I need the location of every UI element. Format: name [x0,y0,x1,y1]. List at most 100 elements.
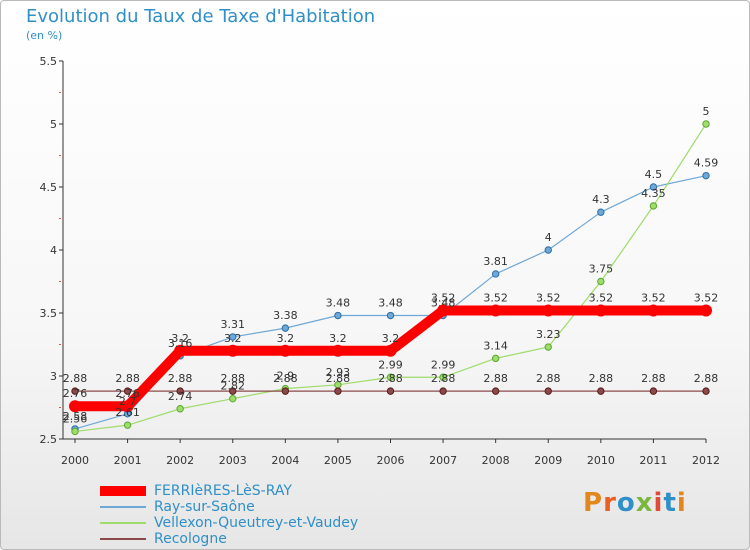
data-label-ferrieres: 3.2 [171,332,189,345]
x-tick-label: 2000 [61,454,89,467]
logo-letter: r [603,488,617,518]
data-label-ray-sur-saone: 3.81 [483,255,508,268]
data-label-recologne: 2.88 [378,372,403,385]
data-point-ray-sur-saone [597,208,605,216]
x-tick-label: 2002 [166,454,194,467]
legend-label-recologne: Recologne [154,531,227,547]
data-label-ferrieres: 3.52 [589,291,614,304]
data-label-recologne: 2.88 [431,372,456,385]
data-label-recologne: 2.88 [589,372,614,385]
data-label-ferrieres: 3.52 [694,291,719,304]
data-label-vellexon: 3.14 [483,339,508,352]
data-label-vellexon: 3.23 [536,328,561,341]
legend-swatch-recologne [100,538,146,540]
data-label-ferrieres: 3.52 [483,291,508,304]
data-point-vellexon [649,202,658,210]
data-point-recologne [334,387,342,395]
data-point-ray-sur-saone [281,324,290,332]
data-point-recologne [597,387,605,395]
legend-swatch-vellexon [100,522,146,524]
data-label-recologne: 2.88 [221,372,246,385]
data-label-vellexon: 3.75 [589,263,614,276]
chart-subtitle: (en %) [26,29,63,42]
data-point-ferrieres [384,344,397,357]
data-point-recologne [439,387,447,395]
data-point-vellexon [544,343,552,351]
data-label-vellexon: 2.74 [168,390,193,403]
data-point-recologne [649,387,658,395]
data-label-recologne: 2.88 [273,372,298,385]
logo-letter: t [663,488,677,518]
data-point-vellexon [71,427,79,436]
data-point-vellexon [439,373,447,381]
data-point-ferrieres [121,400,134,413]
data-point-vellexon [386,373,395,381]
data-label-ray-sur-saone: 4.59 [694,157,719,170]
x-tick-label: 2009 [534,454,562,467]
chart-title: Evolution du Taux de Taxe d'Habitation [26,6,376,27]
data-label-vellexon: 2.82 [221,380,246,393]
series-layer [69,120,712,436]
data-point-ferrieres [542,304,555,317]
logo-letter: x [635,488,654,518]
data-label-vellexon: 2.9 [277,370,295,383]
y-tick-label: 4 [50,244,57,257]
data-label-ferrieres: 3.52 [536,291,561,304]
logo-letter: i [676,488,687,518]
data-label-ferrieres: 2.76 [115,387,140,400]
data-label-vellexon: 2.99 [431,358,456,371]
data-point-recologne [176,387,184,395]
x-tick-label: 2008 [482,454,510,467]
data-label-recologne: 2.88 [641,372,666,385]
x-tick-label: 2001 [114,454,142,467]
data-label-vellexon: 2.93 [326,366,351,379]
y-tick-label: 5 [50,118,57,131]
data-point-recologne [702,387,710,395]
data-label-ray-sur-saone: 4 [545,231,552,244]
data-label-recologne: 2.88 [483,372,508,385]
x-tick-label: 2005 [324,454,352,467]
data-point-recologne [281,387,290,395]
data-point-recologne [229,387,237,395]
data-point-vellexon [229,394,237,403]
y-tick-label: 4.5 [40,181,58,194]
data-point-vellexon [702,120,710,128]
data-label-ferrieres: 3.52 [641,291,666,304]
data-label-recologne: 2.88 [326,372,351,385]
x-tick-label: 2012 [692,454,720,467]
x-tick-label: 2003 [219,454,247,467]
data-point-ferrieres [226,344,239,357]
data-point-vellexon [123,421,132,429]
data-point-ferrieres [279,344,292,357]
x-tick-label: 2004 [271,454,299,467]
data-label-ray-sur-saone: 3.38 [273,309,298,322]
data-label-ray-sur-saone: 3.31 [221,318,246,331]
data-label-recologne: 2.88 [115,372,140,385]
data-point-ray-sur-saone [334,311,342,320]
series-ferrieres [69,304,712,413]
axes: 2.5 3 3.5 4 4.5 5 5.5 2000 2001 2002 2003 2004 2005 2… [40,55,721,467]
logo-letter: i [653,488,664,518]
legend-swatch-ray-sur-saone [100,506,146,508]
data-label-ray-sur-saone: 2.7 [119,395,137,408]
y-tick-label: 3 [50,370,57,383]
data-point-vellexon [176,405,184,413]
data-label-recologne: 2.88 [168,372,193,385]
logo-letter: P [583,488,604,518]
data-point-ray-sur-saone [544,246,552,254]
data-point-ferrieres [69,400,81,413]
data-point-ferrieres [700,304,712,317]
data-label-recologne: 2.88 [536,372,561,385]
data-label-vellexon: 2.61 [115,406,140,419]
data-point-ray-sur-saone [649,183,658,191]
data-label-ray-sur-saone: 3.16 [168,337,193,350]
data-point-ferrieres [437,304,450,317]
data-label-vellexon: 2.99 [378,358,403,371]
data-point-ferrieres [489,304,502,317]
data-label-ray-sur-saone: 3.48 [378,297,403,310]
data-label-ferrieres: 3.52 [431,291,456,304]
data-label-ray-sur-saone: 4.5 [645,168,663,181]
data-point-ferrieres [174,344,187,357]
